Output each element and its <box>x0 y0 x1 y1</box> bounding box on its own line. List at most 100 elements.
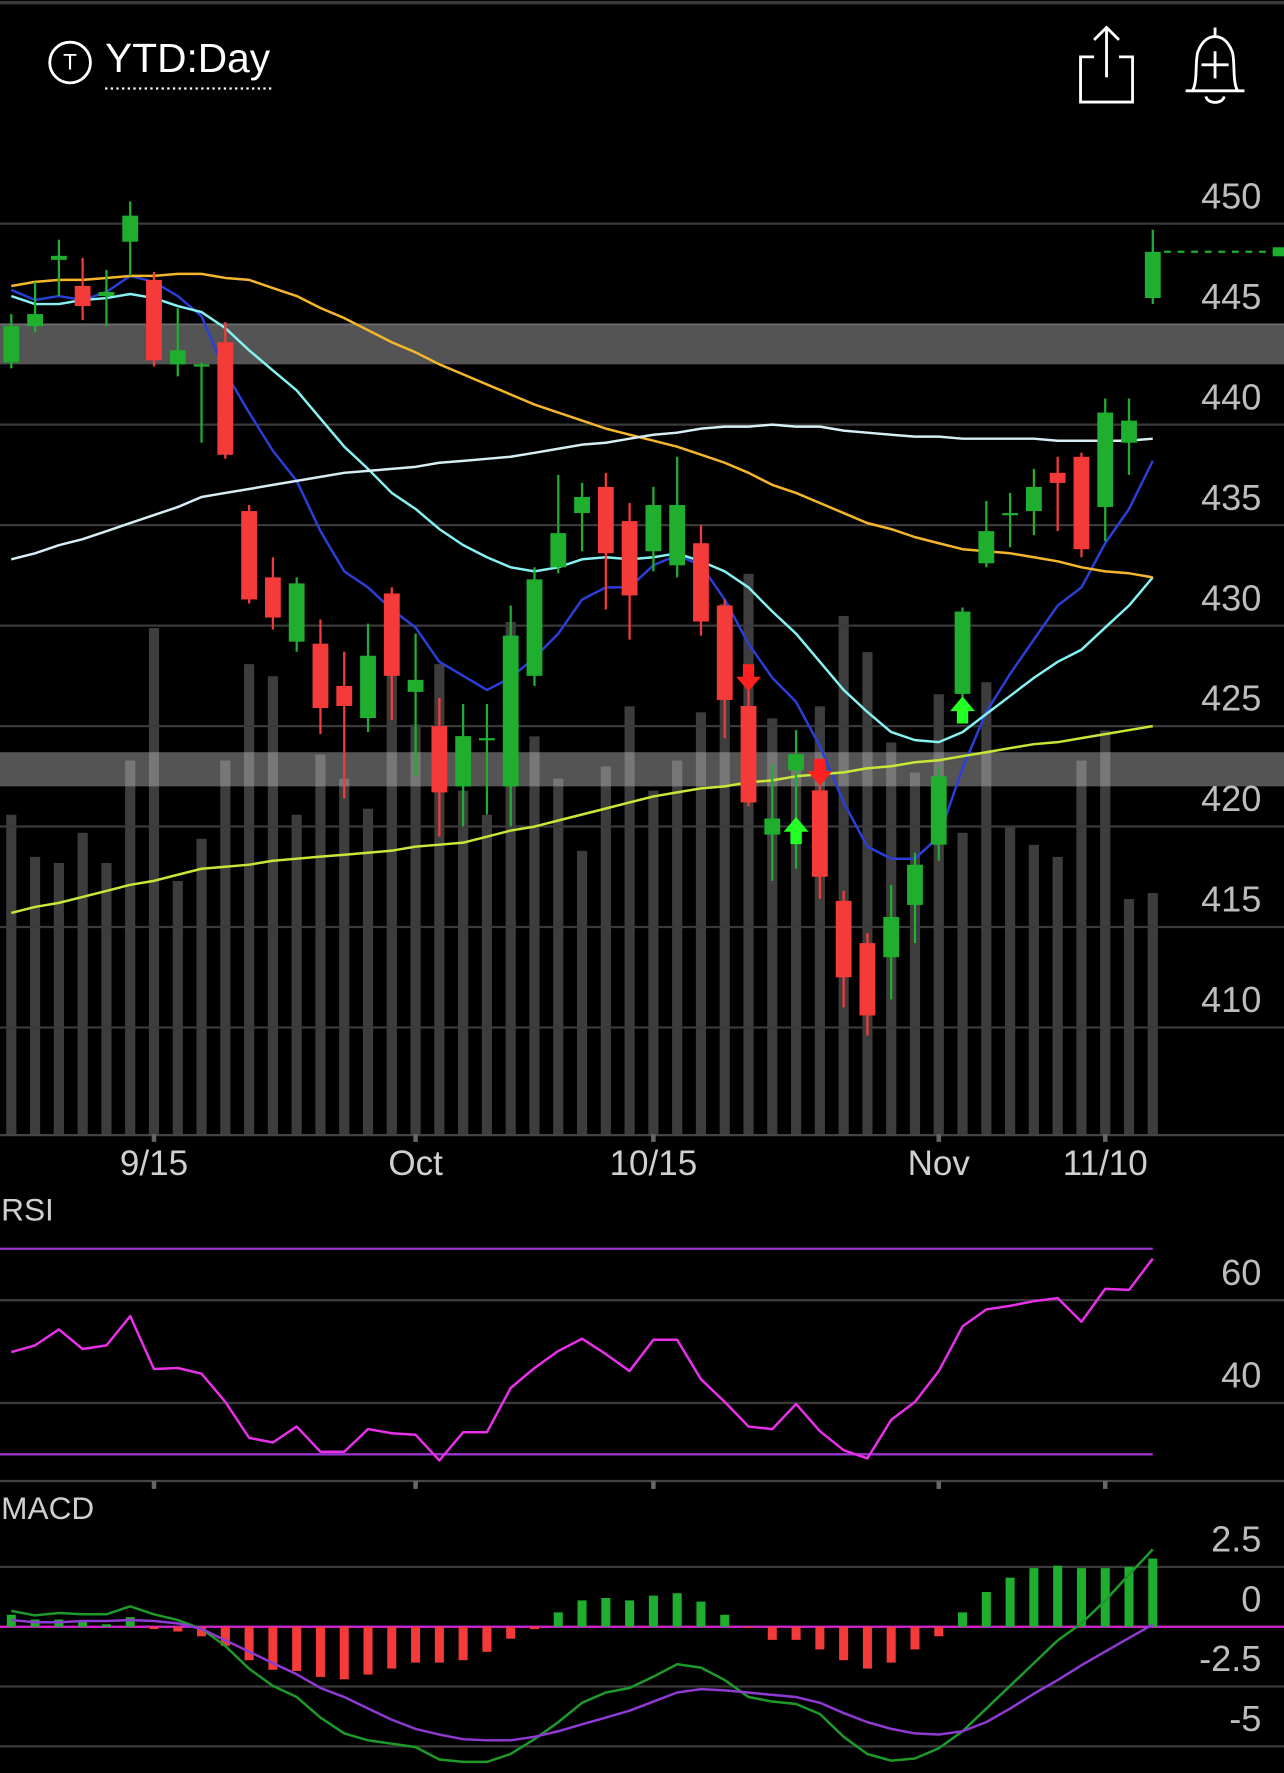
candle-body <box>264 577 281 618</box>
candle-body <box>883 916 900 958</box>
volume-bar <box>1123 899 1135 1135</box>
y-tick-label: 410 <box>1201 979 1261 1020</box>
candle-body <box>312 643 329 708</box>
y-tick-label: 445 <box>1201 276 1261 317</box>
histogram-bar <box>958 1612 968 1627</box>
volume-bar <box>814 706 825 1135</box>
histogram-bar <box>720 1614 730 1627</box>
histogram-bar <box>1124 1566 1134 1627</box>
series-line <box>11 1618 1154 1742</box>
bell-clapper <box>1204 95 1226 104</box>
volume-bar <box>719 603 730 1135</box>
badge-circle <box>48 40 92 85</box>
volume-bar <box>291 814 302 1135</box>
volume-bar <box>838 615 849 1135</box>
y-tick-label: -5 <box>1229 1698 1261 1739</box>
price-zone <box>0 752 1284 787</box>
candle-body <box>146 279 162 361</box>
y-tick-label: 0 <box>1241 1578 1261 1619</box>
candle-body <box>811 790 828 877</box>
series-line <box>11 272 1153 579</box>
volume-bar <box>458 790 469 1135</box>
histogram-bar <box>886 1626 896 1663</box>
candle-body <box>98 291 115 297</box>
candle-body <box>1049 472 1066 483</box>
candle-body <box>1144 251 1161 299</box>
y-tick-label: 435 <box>1201 477 1261 518</box>
alert-icon[interactable] <box>1185 27 1245 104</box>
volume-bar <box>600 766 611 1135</box>
volume-bar <box>790 766 802 1135</box>
y-tick-label: 415 <box>1201 879 1261 920</box>
candle-body <box>907 864 923 905</box>
timeframe-title[interactable]: YTD:Day <box>105 35 271 81</box>
histogram-bar <box>1076 1568 1086 1627</box>
histogram-bar <box>125 1617 135 1627</box>
candle-body <box>1097 412 1114 508</box>
candle-body <box>621 521 638 596</box>
signal-arrow <box>783 817 809 845</box>
histogram-bar <box>1029 1568 1039 1627</box>
histogram-bar <box>149 1626 159 1630</box>
signal-arrow <box>950 696 975 724</box>
y-tick-label: 2.5 <box>1211 1519 1261 1560</box>
volume-bar <box>481 814 493 1135</box>
volume-bar <box>1076 760 1087 1135</box>
candle-body <box>50 255 67 260</box>
histogram-bar <box>625 1600 635 1627</box>
volume-bar <box>909 772 921 1135</box>
series-line <box>10 1257 1154 1462</box>
candle-body <box>550 533 567 568</box>
series-line <box>10 292 1154 744</box>
volume-bar <box>1147 893 1158 1135</box>
volume-bar <box>77 832 88 1135</box>
signal-arrow <box>807 758 833 786</box>
volume-bar <box>410 724 421 1135</box>
candle-body <box>835 900 852 978</box>
x-tick-label: 9/15 <box>120 1144 188 1183</box>
candle-body <box>383 593 400 676</box>
y-tick-label: 440 <box>1201 376 1261 417</box>
volume-bar <box>101 862 112 1135</box>
candle-body <box>859 943 876 1016</box>
share-icon[interactable] <box>1079 25 1134 104</box>
candle-body <box>597 486 614 554</box>
y-tick-label: 450 <box>1201 175 1261 216</box>
volume-bar <box>933 694 944 1135</box>
volume-bar <box>624 706 635 1135</box>
histogram-bar <box>981 1592 991 1627</box>
volume-bar <box>1100 730 1111 1135</box>
candle-body <box>241 511 258 600</box>
candle-body <box>693 543 709 622</box>
candle-body <box>3 326 20 363</box>
bell-plus <box>1201 51 1229 79</box>
ticker-badge[interactable]: T <box>48 40 92 85</box>
candle-body <box>978 531 995 564</box>
candle-body <box>788 754 804 771</box>
volume-bar <box>529 736 540 1135</box>
candle-body <box>431 726 448 793</box>
volume-bar <box>220 760 231 1135</box>
candle-body <box>407 679 424 692</box>
candle-body <box>455 736 472 787</box>
signal-arrow <box>736 664 761 692</box>
histogram-bar <box>434 1626 444 1663</box>
y-tick-label: 40 <box>1221 1355 1261 1396</box>
volume-bar <box>862 652 873 1135</box>
histogram-bar <box>1100 1568 1110 1627</box>
candle-body <box>169 350 186 365</box>
plots: 450 445 440 435 430 425 420 415 410 9/15 Oct 10/15 N… <box>0 175 1284 1764</box>
volume-bar <box>576 850 588 1135</box>
series-line <box>10 423 1153 561</box>
candle-body <box>740 705 757 803</box>
price-zone <box>0 324 1284 365</box>
volume-bar <box>1052 856 1063 1135</box>
volume-bar <box>434 664 445 1135</box>
histogram-bar <box>791 1626 801 1640</box>
candle-body <box>360 655 376 719</box>
histogram-bar <box>743 1626 754 1628</box>
volume-bar <box>743 573 754 1135</box>
candle-body <box>27 314 43 327</box>
